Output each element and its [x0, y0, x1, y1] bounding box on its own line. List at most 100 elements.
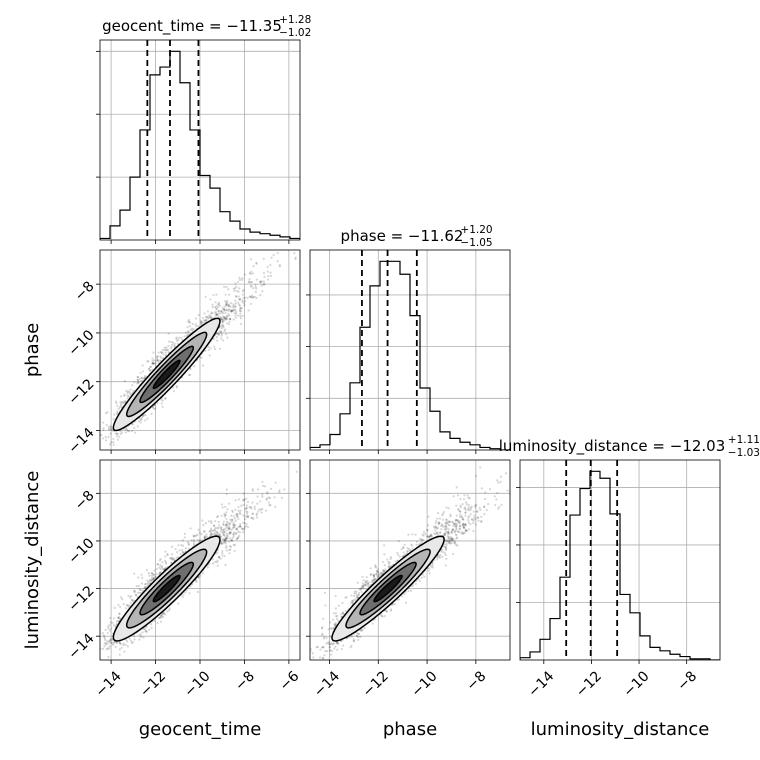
sample-point — [126, 428, 129, 431]
sample-point — [212, 293, 215, 297]
sample-point — [215, 293, 218, 296]
sample-point — [448, 542, 452, 545]
sample-point — [131, 384, 134, 387]
sample-point — [463, 507, 466, 510]
sample-point — [103, 635, 106, 638]
sample-point — [102, 421, 105, 424]
sample-point — [221, 542, 224, 545]
sample-point — [222, 315, 225, 318]
sample-point — [164, 351, 167, 354]
sample-point — [131, 598, 134, 601]
sample-point — [194, 323, 197, 326]
sample-point — [195, 534, 198, 537]
sample-point — [151, 571, 154, 575]
sample-point — [199, 321, 203, 324]
sample-point — [140, 573, 143, 576]
sample-point — [333, 623, 336, 626]
sample-point — [90, 470, 92, 472]
sample-point — [276, 260, 279, 263]
sample-point — [122, 394, 126, 397]
sample-point — [453, 539, 456, 542]
sample-point — [165, 346, 168, 349]
sample-point — [183, 335, 186, 338]
sample-point — [175, 336, 178, 339]
sample-point — [162, 568, 165, 571]
sample-point — [260, 507, 264, 511]
sample-point — [180, 544, 183, 547]
sample-point — [93, 671, 95, 673]
sample-point — [161, 348, 165, 351]
sample-point — [230, 309, 233, 312]
sample-point — [224, 513, 227, 516]
sample-point — [192, 538, 196, 542]
sample-point — [214, 310, 217, 313]
sample-point — [224, 505, 227, 508]
sample-point — [444, 521, 447, 524]
sample-point — [108, 639, 111, 642]
sample-point — [230, 514, 233, 517]
sample-point — [197, 313, 200, 317]
sample-point — [221, 506, 224, 509]
sample-point — [151, 362, 155, 365]
marginal-panel-geocent_time: geocent_time = −11.35+1.28−1.02 — [96, 14, 311, 241]
sample-point — [126, 604, 129, 607]
sample-point — [256, 502, 259, 505]
sample-point — [224, 300, 227, 303]
sample-point — [161, 399, 164, 402]
sample-point — [210, 520, 213, 523]
sample-point — [237, 517, 240, 521]
sample-point — [241, 299, 244, 302]
sample-point — [225, 303, 228, 306]
sample-point — [96, 421, 98, 423]
sample-point — [108, 629, 111, 632]
sample-point — [161, 616, 165, 619]
sample-point — [162, 612, 165, 615]
sample-point — [228, 293, 231, 296]
sample-point — [117, 433, 120, 436]
sample-point — [234, 499, 237, 502]
sample-point — [213, 531, 216, 534]
sample-point — [242, 288, 245, 291]
sample-point — [221, 311, 224, 314]
sample-point — [192, 327, 195, 331]
sample-point — [232, 535, 235, 538]
sample-point — [255, 513, 258, 516]
sample-point — [167, 609, 171, 612]
sample-point — [452, 528, 455, 531]
sample-point — [243, 525, 246, 529]
sample-point — [255, 262, 258, 265]
sample-point — [127, 395, 130, 398]
sample-point — [226, 315, 229, 318]
sample-point — [117, 407, 120, 410]
sample-point — [355, 590, 358, 593]
sample-point — [161, 405, 164, 408]
sample-point — [151, 362, 154, 365]
sample-point — [129, 388, 132, 391]
sample-point — [245, 506, 248, 509]
sample-point — [147, 368, 150, 371]
sample-point — [260, 284, 264, 287]
sample-point — [262, 484, 265, 488]
sample-point — [115, 401, 118, 405]
sample-point — [227, 502, 231, 505]
sample-point — [233, 312, 236, 315]
sample-point — [152, 577, 155, 581]
sample-point — [272, 253, 275, 257]
sample-point — [332, 642, 335, 645]
sample-point — [229, 305, 232, 308]
sample-point — [447, 541, 450, 545]
sample-point — [246, 296, 249, 299]
sample-point — [235, 538, 238, 541]
sample-point — [273, 496, 276, 499]
sample-point — [446, 539, 449, 542]
sample-point — [436, 558, 439, 561]
sample-point — [174, 547, 177, 551]
sample-point — [228, 523, 231, 526]
sample-point — [144, 582, 147, 586]
sample-point — [232, 533, 235, 536]
sample-point — [385, 610, 388, 613]
sample-point — [151, 357, 154, 360]
sample-point — [201, 316, 204, 320]
sample-point — [278, 490, 281, 494]
sample-point — [147, 360, 150, 363]
